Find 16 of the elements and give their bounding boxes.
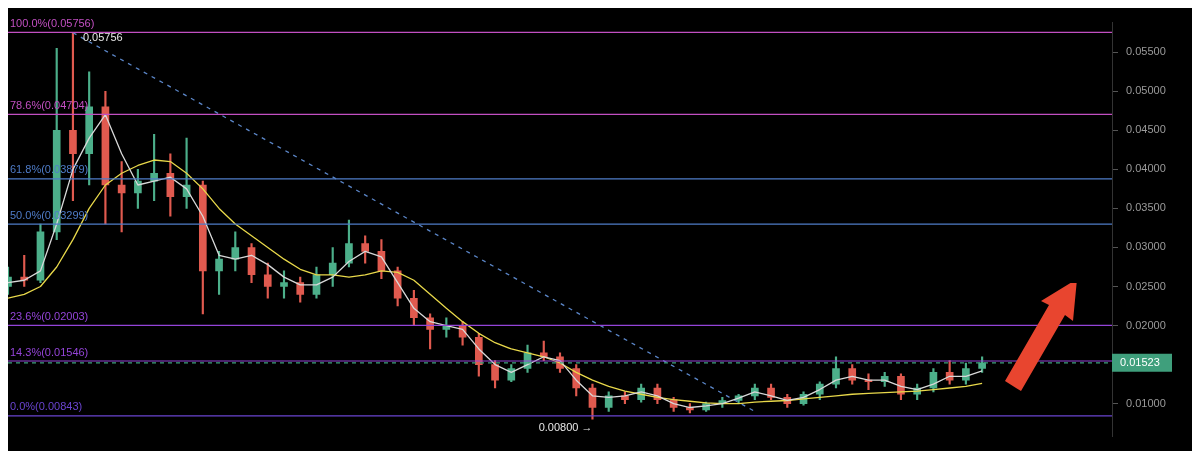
y-tick-label: 0.03500	[1126, 201, 1166, 214]
y-tick-label: 0.04500	[1126, 123, 1166, 136]
annotation: 0.05756	[82, 31, 123, 44]
y-tick-label: 0.03000	[1126, 240, 1166, 253]
y-tick-label: 0.05000	[1126, 84, 1166, 97]
y-tick-label: 0.02500	[1126, 279, 1166, 292]
ref-line-label: 0.01523	[1120, 355, 1160, 368]
y-tick-label: 0.05500	[1126, 45, 1166, 58]
ref-line-label: 23.6%(0.02003)	[10, 309, 89, 322]
y-tick-label: 0.02000	[1126, 318, 1166, 331]
ref-line-label: 0.0%(0.00843)	[10, 400, 83, 413]
y-tick-label: 0.01000	[1126, 396, 1166, 409]
ref-line-label: 14.3%(0.01546)	[10, 345, 89, 358]
ref-line-label: 100.0%(0.05756)	[10, 16, 95, 29]
y-tick-label: 0.04000	[1126, 162, 1166, 175]
annotation: 0.00800 →	[538, 420, 593, 433]
